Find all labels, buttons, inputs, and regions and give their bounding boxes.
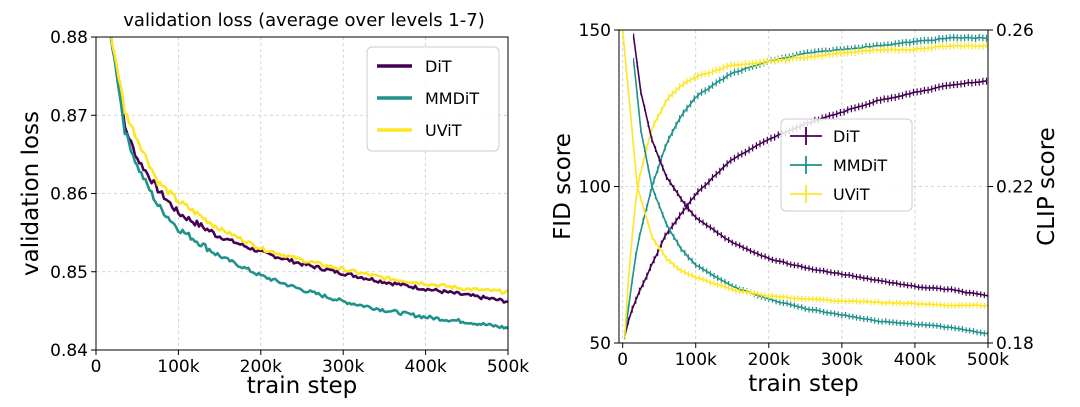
left-legend: DiT MMDiT UViT <box>366 46 500 152</box>
right-x-tick-label: 500k <box>967 350 1009 370</box>
plot-frame <box>95 36 509 351</box>
left-x-tick-label: 400k <box>404 357 446 377</box>
right-legend-label-dit: DiT <box>833 127 860 146</box>
right-y2-tick-label: 0.26 <box>996 21 1034 41</box>
plot-frame <box>618 29 989 344</box>
right-x-tick-label: 0 <box>617 350 628 370</box>
left-x-axis-title: train step <box>247 373 358 399</box>
clip-series-uvit-line <box>624 44 987 336</box>
left-legend-box <box>366 46 500 152</box>
left-y-tick-label: 0.87 <box>50 106 88 126</box>
right-x-axis-title: train step <box>748 371 859 397</box>
left-y-tick-label: 0.84 <box>50 341 88 361</box>
left-y-tick-label: 0.86 <box>50 185 88 205</box>
right-legend-label-mmdit: MMDiT <box>833 156 887 175</box>
right-legend-box <box>780 118 913 212</box>
right-x-tick-label: 100k <box>675 350 717 370</box>
left-series-line-uvit <box>110 37 508 295</box>
left-y-tick-label: 0.88 <box>50 28 88 48</box>
right-y-axis-title: FID score <box>550 133 576 240</box>
left-chart: 0 100k 200k 300k 400k 500k 0.84 0.85 0.86 0.87 0.8… <box>18 10 529 399</box>
left-x-tick-label: 300k <box>322 357 364 377</box>
left-legend-label-uvit: UViT <box>425 121 462 140</box>
right-y-tick-label: 150 <box>579 21 611 41</box>
right-x-tick-label: 400k <box>894 350 936 370</box>
left-y-axis-title: validation loss <box>18 111 44 276</box>
left-chart-title: validation loss (average over levels 1-7… <box>123 10 484 31</box>
left-x-tick-label: 100k <box>157 357 199 377</box>
right-x-tick-label: 200k <box>748 350 790 370</box>
left-x-tick-label: 500k <box>487 357 529 377</box>
left-series-group <box>109 37 508 330</box>
clip-series-uvit-group <box>624 41 988 339</box>
fid-series-dit-errorbars <box>633 33 988 299</box>
right-x-tick-label: 300k <box>821 350 863 370</box>
clip-series-uvit-errorbars <box>624 41 988 339</box>
right-chart: 0 100k 200k 300k 400k 500k 50 100 150 0.18 0.22 0.2… <box>550 21 1060 397</box>
left-series-line-mmdit <box>109 37 508 330</box>
left-x-tick-label: 0 <box>91 357 102 377</box>
fid-series-dit-group <box>632 33 988 299</box>
right-legend: DiT MMDiT UViT <box>780 118 913 212</box>
clip-series-mmdit-line <box>624 36 987 335</box>
right-y2-axis-title: CLIP score <box>1034 127 1060 246</box>
left-y-tick-label: 0.85 <box>50 263 88 283</box>
right-y2-tick-label: 0.22 <box>996 178 1034 198</box>
right-y-tick-label: 50 <box>589 334 611 354</box>
left-legend-label-mmdit: MMDiT <box>425 89 479 108</box>
left-legend-label-dit: DiT <box>425 57 452 76</box>
right-y-tick-label: 100 <box>579 178 611 198</box>
left-x-tick-label: 200k <box>240 357 282 377</box>
left-series-line-dit <box>109 37 508 304</box>
right-y2-tick-label: 0.18 <box>996 334 1034 354</box>
right-legend-label-uvit: UViT <box>833 185 870 204</box>
